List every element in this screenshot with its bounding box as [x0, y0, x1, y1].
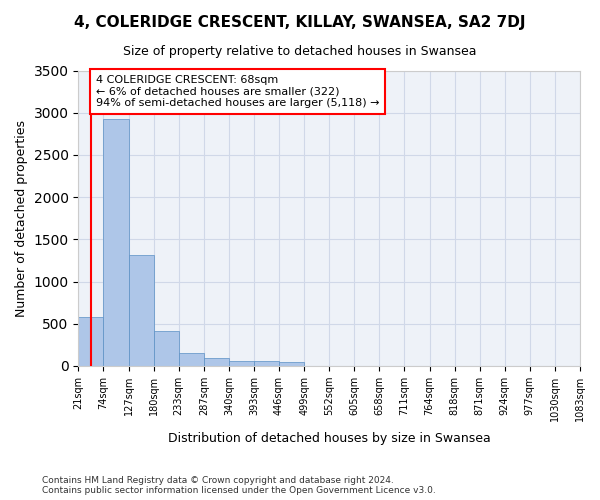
Bar — [79, 317, 103, 366]
Text: 4, COLERIDGE CRESCENT, KILLAY, SWANSEA, SA2 7DJ: 4, COLERIDGE CRESCENT, KILLAY, SWANSEA, … — [74, 15, 526, 30]
Bar — [179, 353, 204, 366]
Text: Contains HM Land Registry data © Crown copyright and database right 2024.
Contai: Contains HM Land Registry data © Crown c… — [42, 476, 436, 495]
Bar — [154, 332, 179, 366]
Bar — [254, 362, 279, 366]
Bar — [128, 254, 154, 366]
Y-axis label: Number of detached properties: Number of detached properties — [15, 120, 28, 316]
Text: Size of property relative to detached houses in Swansea: Size of property relative to detached ho… — [123, 45, 477, 58]
Text: 4 COLERIDGE CRESCENT: 68sqm
← 6% of detached houses are smaller (322)
94% of sem: 4 COLERIDGE CRESCENT: 68sqm ← 6% of deta… — [96, 75, 379, 108]
Bar — [279, 362, 304, 366]
Bar — [229, 361, 254, 366]
Bar — [204, 358, 229, 366]
X-axis label: Distribution of detached houses by size in Swansea: Distribution of detached houses by size … — [168, 432, 491, 445]
Bar — [103, 118, 128, 366]
